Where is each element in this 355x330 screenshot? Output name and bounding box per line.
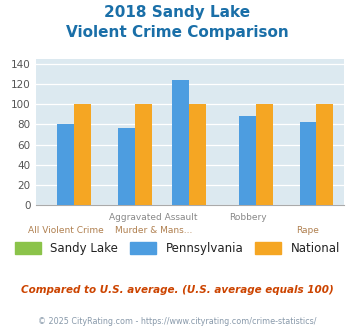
Bar: [189, 105, 206, 205]
Text: Rape: Rape: [296, 226, 320, 235]
Text: Compared to U.S. average. (U.S. average equals 100): Compared to U.S. average. (U.S. average …: [21, 285, 334, 295]
Text: Robbery: Robbery: [229, 213, 266, 222]
Bar: [256, 105, 273, 205]
Text: Aggravated Assault: Aggravated Assault: [109, 213, 198, 222]
Bar: [135, 105, 152, 205]
Text: 2018 Sandy Lake: 2018 Sandy Lake: [104, 5, 251, 20]
Bar: [317, 105, 333, 205]
Legend: Sandy Lake, Pennsylvania, National: Sandy Lake, Pennsylvania, National: [10, 237, 345, 260]
Bar: [57, 124, 74, 205]
Text: Murder & Mans...: Murder & Mans...: [115, 226, 192, 235]
Text: Violent Crime Comparison: Violent Crime Comparison: [66, 25, 289, 40]
Text: All Violent Crime: All Violent Crime: [28, 226, 104, 235]
Bar: [118, 128, 135, 205]
Bar: [173, 81, 189, 205]
Bar: [300, 122, 317, 205]
Bar: [74, 105, 91, 205]
Bar: [239, 116, 256, 205]
Text: © 2025 CityRating.com - https://www.cityrating.com/crime-statistics/: © 2025 CityRating.com - https://www.city…: [38, 317, 317, 326]
